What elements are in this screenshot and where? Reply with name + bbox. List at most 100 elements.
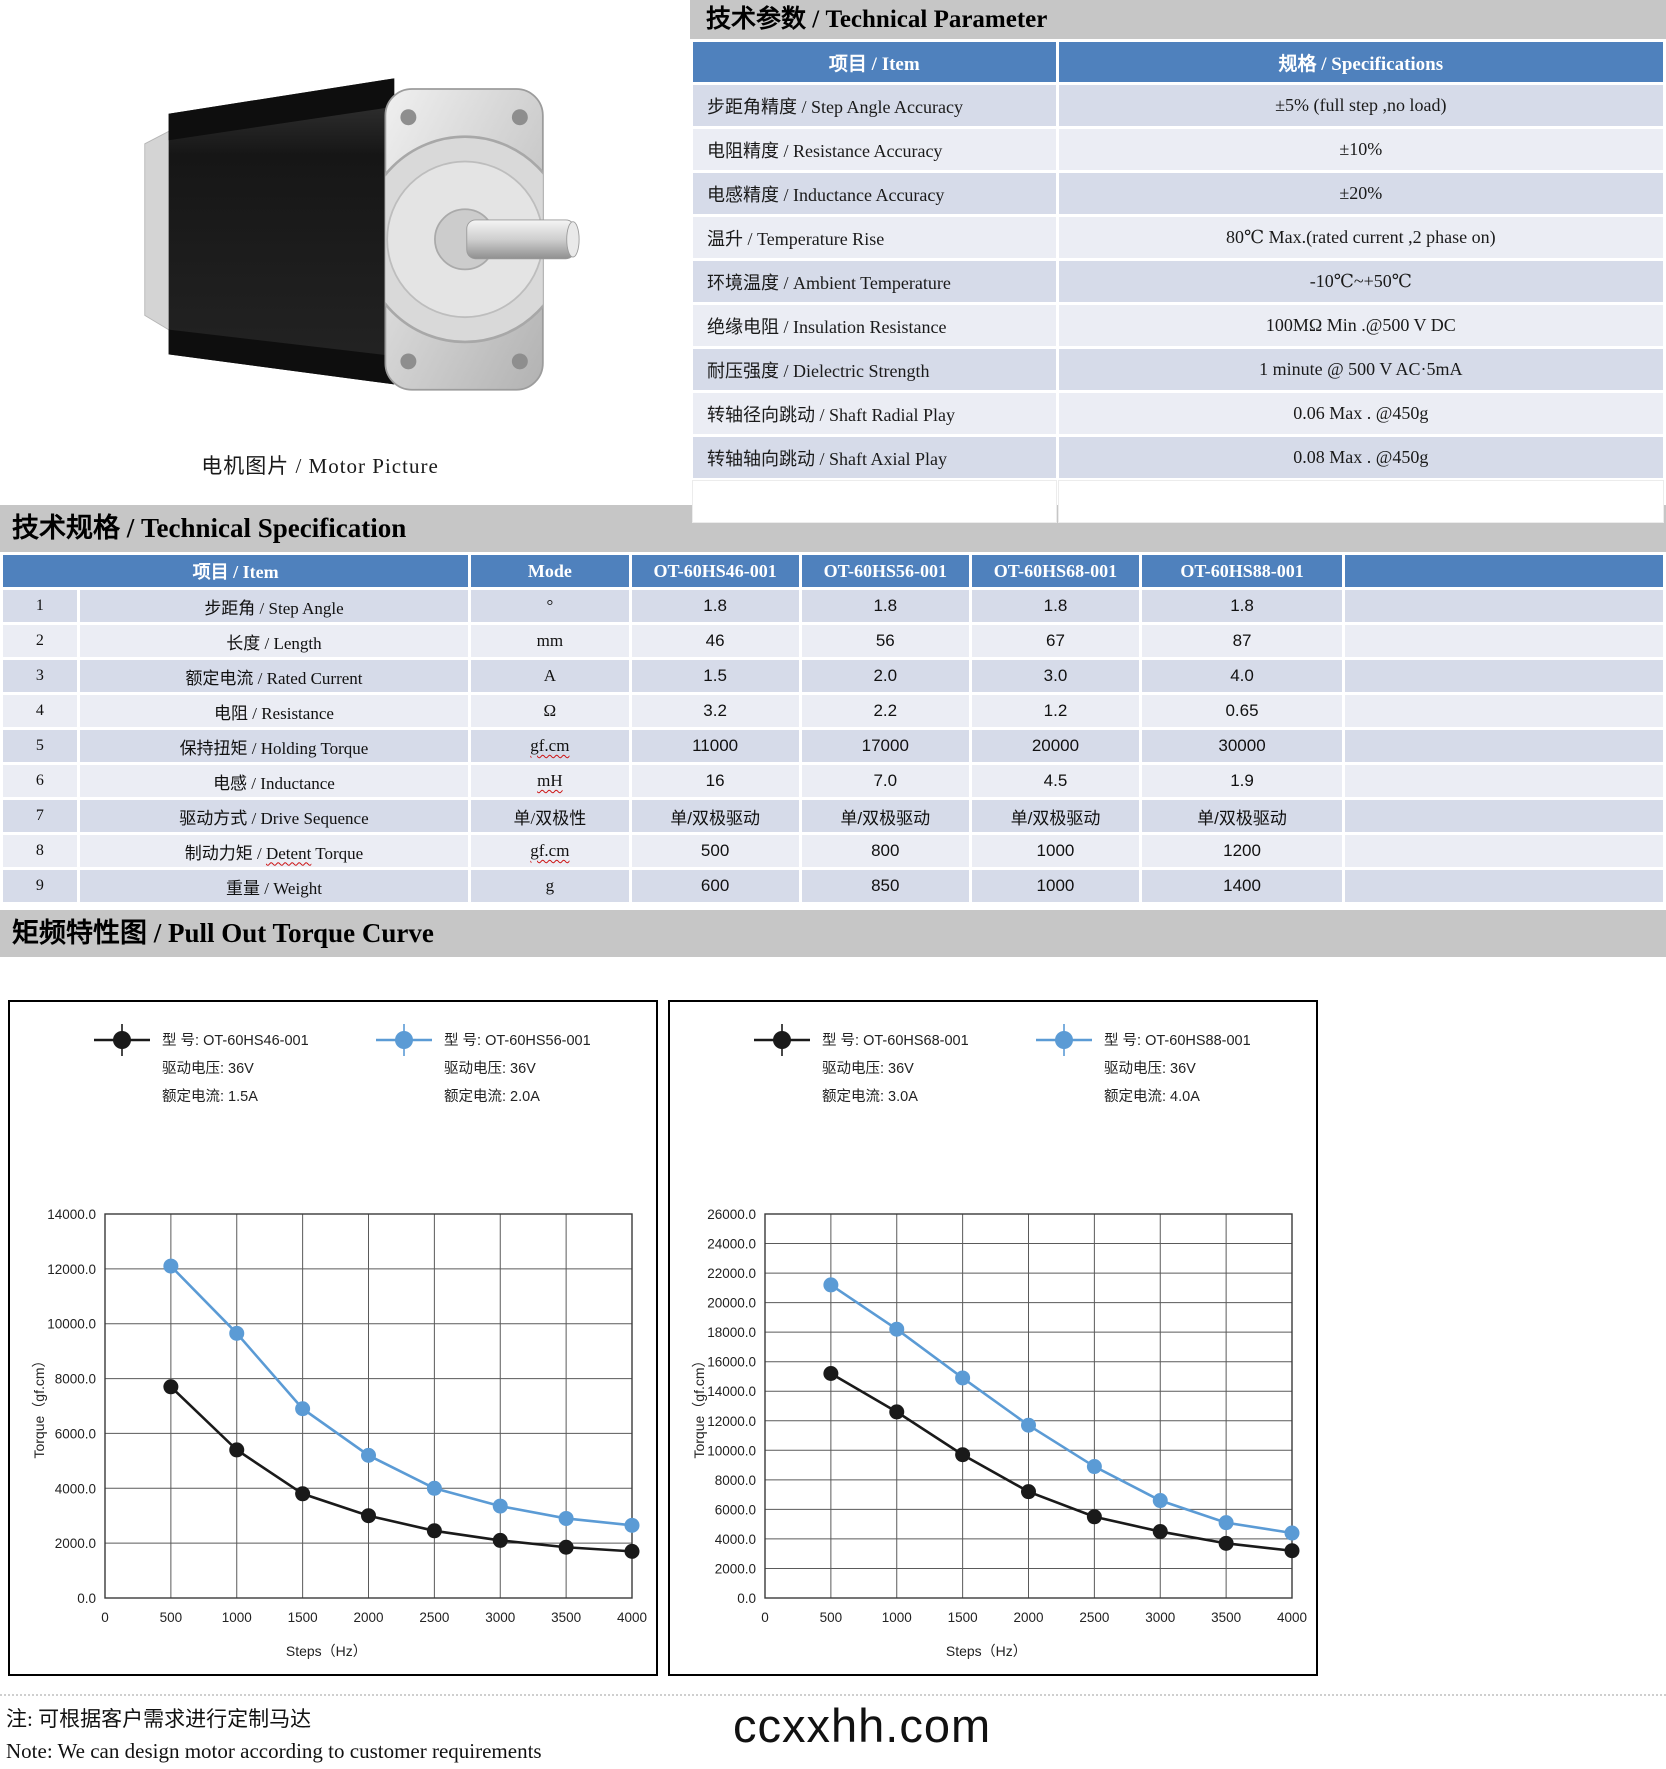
spec-mode-cell: 单/双极性 [471,800,629,832]
param-spec-cell: ±5% (full step ,no load) [1058,85,1663,126]
top-row: 电机图片 / Motor Picture 技术参数 / Technical Pa… [0,0,1666,523]
param-spec-cell: ±10% [1058,129,1663,170]
spec-row: 5 保持扭矩 / Holding Torque gf.cm 11000 17000 200… [3,730,1663,762]
spec-value-cell: 1000 [971,870,1140,902]
spec-row-number: 8 [3,835,77,867]
footer-note-cn: 注: 可根据客户需求进行定制马达 [6,1707,312,1731]
svg-text:额定电流: 4.0A: 额定电流: 4.0A [1104,1088,1200,1105]
spec-value-cell: 600 [631,870,799,902]
spec-col-model: OT-60HS46-001 [631,555,799,587]
spec-blank-cell [1345,625,1663,657]
svg-text:22000.0: 22000.0 [707,1266,756,1281]
param-item-cell: 转轴径向跳动 / Shaft Radial Play [693,393,1056,434]
svg-text:10000.0: 10000.0 [707,1443,756,1458]
spec-mode-cell: A [471,660,629,692]
svg-text:14000.0: 14000.0 [707,1384,756,1399]
param-row: 耐压强度 / Dielectric Strength 1 minute @ 500… [693,349,1663,390]
spec-value-cell: 16 [631,765,799,797]
spec-value-cell: 1400 [1142,870,1342,902]
spec-value-cell: 7.0 [801,765,969,797]
spec-value-cell: 850 [801,870,969,902]
spec-value-cell: 800 [801,835,969,867]
spec-item-cell: 长度 / Length [79,625,469,657]
param-item-cell: 温升 / Temperature Rise [693,217,1056,258]
motor-caption: 电机图片 / Motor Picture [201,454,439,478]
svg-text:型 号: OT-60HS68-001: 型 号: OT-60HS68-001 [822,1032,969,1049]
spec-col-model: OT-60HS68-001 [971,555,1140,587]
param-row: 温升 / Temperature Rise 80℃ Max.(rated curr… [693,217,1663,258]
spec-value-cell: 20000 [971,730,1140,762]
torque-chart-left: 0.0 2000.0 4000.0 6000.0 8000.0 10000.0 12000.… [8,1000,658,1676]
technical-parameter-table: 项目 / Item 规格 / Specifications 步距角精度 / St… [690,39,1666,525]
spec-value-cell: 11000 [631,730,799,762]
svg-text:额定电流: 1.5A: 额定电流: 1.5A [162,1088,258,1105]
spec-value-cell: 1.2 [971,695,1140,727]
svg-text:1500: 1500 [288,1610,318,1625]
spec-row: 6 电感 / Inductance mH 16 7.0 4.5 1.9 [3,765,1663,797]
param-row: 环境温度 / Ambient Temperature -10℃~+50℃ [693,261,1663,302]
technical-parameter-area: 技术参数 / Technical Parameter 项目 / Item 规格 … [690,0,1666,523]
spec-mode-cell: ° [471,590,629,622]
spec-row-number: 4 [3,695,77,727]
motor-photo [144,78,580,391]
spec-mode-cell: mH [471,765,629,797]
svg-text:Torque（gf.cm）: Torque（gf.cm） [31,1353,47,1458]
svg-text:16000.0: 16000.0 [707,1355,756,1370]
svg-text:4000.0: 4000.0 [55,1481,96,1496]
svg-text:2000.0: 2000.0 [55,1536,96,1551]
param-row [692,480,1665,523]
svg-text:驱动电压: 36V: 驱动电压: 36V [1104,1060,1196,1077]
param-item-cell [692,480,1057,523]
svg-text:1500: 1500 [948,1610,978,1625]
spec-value-cell: 3.2 [631,695,799,727]
spec-item-cell: 电感 / Inductance [79,765,469,797]
spec-value-cell: 单/双极驱动 [631,800,799,832]
param-item-cell: 耐压强度 / Dielectric Strength [693,349,1056,390]
spec-mode-cell: gf.cm [471,835,629,867]
param-item-cell: 环境温度 / Ambient Temperature [693,261,1056,302]
param-item-cell: 电阻精度 / Resistance Accuracy [693,129,1056,170]
spec-value-cell: 3.0 [971,660,1140,692]
svg-text:18000.0: 18000.0 [707,1325,756,1340]
spec-row-number: 9 [3,870,77,902]
svg-text:12000.0: 12000.0 [47,1262,96,1277]
spec-value-cell: 1.5 [631,660,799,692]
spec-mode-cell: mm [471,625,629,657]
spec-blank-cell [1345,870,1663,902]
param-col-item: 项目 / Item [693,42,1056,82]
spec-row: 8 制动力矩 / Detent Torque gf.cm 500 800 1000 1200 [3,835,1663,867]
param-item-cell: 电感精度 / Inductance Accuracy [693,173,1056,214]
spec-item-cell: 步距角 / Step Angle [79,590,469,622]
spec-value-cell: 46 [631,625,799,657]
spec-value-cell: 67 [971,625,1140,657]
spec-value-cell: 2.2 [801,695,969,727]
spec-row-number: 5 [3,730,77,762]
spec-value-cell: 1000 [971,835,1140,867]
svg-text:0.0: 0.0 [77,1591,96,1606]
spec-blank-cell [1345,590,1663,622]
svg-text:额定电流: 3.0A: 额定电流: 3.0A [822,1088,918,1105]
param-header-row: 项目 / Item 规格 / Specifications [693,42,1663,82]
param-item-cell: 步距角精度 / Step Angle Accuracy [693,85,1056,126]
svg-text:型 号: OT-60HS88-001: 型 号: OT-60HS88-001 [1104,1032,1251,1049]
torque-curve-svg: 0.0 2000.0 4000.0 6000.0 8000.0 10000.0 12000.… [691,1024,1307,1659]
param-spec-cell: 0.06 Max . @450g [1058,393,1663,434]
param-spec-cell: ±20% [1058,173,1663,214]
spec-value-cell: 87 [1142,625,1342,657]
motor-picture-area: 电机图片 / Motor Picture [0,0,690,500]
spec-col-item: 项目 / Item [3,555,469,587]
svg-text:14000.0: 14000.0 [47,1207,96,1222]
svg-text:型 号: OT-60HS56-001: 型 号: OT-60HS56-001 [444,1032,591,1049]
spec-blank-cell [1345,765,1663,797]
svg-text:额定电流: 2.0A: 额定电流: 2.0A [444,1088,540,1105]
svg-text:2000: 2000 [1013,1610,1043,1625]
spec-value-cell: 1200 [1142,835,1342,867]
svg-text:500: 500 [820,1610,843,1625]
spec-row: 7 驱动方式 / Drive Sequence 单/双极性 单/双极驱动 单/双极驱动单… [3,800,1663,832]
spec-item-cell: 驱动方式 / Drive Sequence [79,800,469,832]
param-row: 转轴轴向跳动 / Shaft Axial Play 0.08 Max . @450… [693,437,1663,478]
spec-value-cell: 1.8 [971,590,1140,622]
spec-value-cell: 1.8 [1142,590,1342,622]
spec-col-mode: Mode [471,555,629,587]
spec-value-cell: 1.9 [1142,765,1342,797]
